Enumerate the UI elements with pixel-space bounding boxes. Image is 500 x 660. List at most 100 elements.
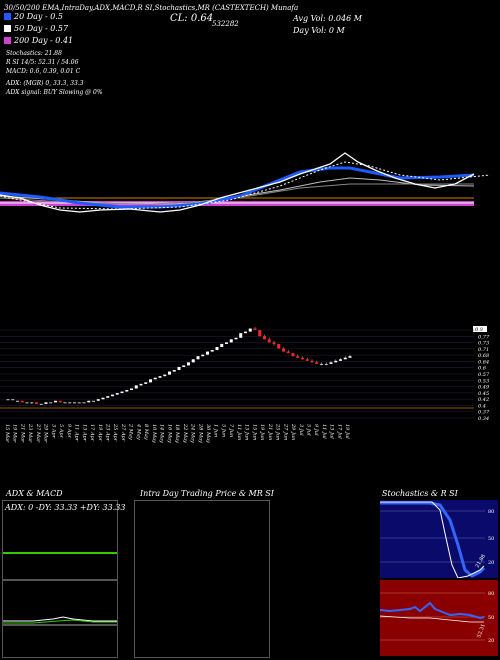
y-tick-label: 0.68 [478, 353, 489, 359]
macd-readout: MACD: 0.6, 0.39, 0.01 C [6, 68, 81, 75]
x-tick-label: 19 Jul [344, 424, 350, 439]
y-tick-label: 0.73 [478, 341, 489, 347]
candle-body [16, 400, 19, 402]
candle-body [125, 390, 129, 392]
rsi-tick-50: 50 [488, 615, 494, 621]
candle-body [144, 382, 148, 384]
candle-body [63, 402, 67, 404]
x-tick-label: 15 Mar [4, 424, 10, 443]
macd-signal-line [3, 619, 117, 624]
candle-body [111, 394, 114, 397]
candle-body [182, 365, 186, 367]
y-tick-label: 0.4 [478, 403, 486, 409]
candle-body [305, 359, 309, 361]
stoch-tick-50: 50 [488, 536, 494, 542]
x-tick-label: 5 Apr [58, 424, 64, 439]
x-tick-label: 30 May [205, 424, 211, 443]
stoch-white-line [380, 501, 485, 578]
x-tick-label: 29 Jun [290, 423, 296, 440]
y-tick-label: 0.8 [478, 328, 486, 334]
candle-body [210, 350, 214, 352]
stoch-panel: 80 50 20 21.88 [380, 500, 498, 578]
candle-body [35, 402, 38, 404]
candle-body [334, 360, 338, 363]
x-tick-label: 14 May [159, 424, 165, 443]
y-tick-label: 0.45 [478, 391, 489, 397]
x-tick-label: 19 Apr [97, 424, 103, 442]
candle-body [263, 336, 266, 340]
stoch-panel-title: Stochastics & R SI [382, 489, 458, 498]
x-tick-label: 8 May [143, 424, 149, 440]
candle-body [44, 402, 48, 404]
x-tick-label: 19 Jun [259, 424, 265, 440]
candle-body [201, 354, 205, 357]
y-tick-label: 0.77 [478, 334, 490, 340]
legend-swatch-200day [4, 37, 11, 44]
candle-body [248, 328, 252, 332]
rsi-tick-80: 80 [488, 591, 494, 597]
candle-body [286, 351, 290, 354]
x-tick-label: 15 Jun [251, 424, 257, 440]
candle-body [234, 337, 238, 340]
candle-body [139, 383, 143, 386]
candle-body [315, 362, 319, 364]
candle-body [39, 403, 43, 405]
candle-body [196, 356, 200, 360]
candle-body [54, 400, 57, 403]
x-tick-label: 25 Apr [112, 423, 118, 442]
intraday-panel-title: Intra Day Trading Price & MR SI [140, 489, 274, 498]
x-tick-label: 27 Jun [282, 423, 288, 440]
x-tick-label: 1 Jun [213, 424, 219, 437]
x-tick-label: 9 Jul [313, 424, 319, 436]
x-tick-label: 3 Jul [298, 424, 304, 436]
y-tick-label: 0.34 [478, 416, 489, 422]
adx-panel-title: ADX & MACD [6, 489, 63, 498]
candle-body [11, 399, 15, 401]
candle-body [73, 402, 76, 404]
candle-body [96, 399, 100, 401]
y-tick-label: 0.53 [478, 378, 489, 384]
candle-body [187, 362, 190, 366]
avg-vol-label: Avg Vol: 0.046 M [293, 14, 362, 23]
x-tick-label: 29 Mar [43, 423, 49, 443]
x-tick-label: 11 Jul [321, 424, 327, 439]
candle-body [320, 363, 323, 365]
x-tick-label: 19 Mar [12, 424, 18, 443]
y-tick-label: 0.6 [478, 366, 487, 372]
candle-body [92, 400, 95, 402]
rsi-value-label: 52.31 [476, 623, 487, 639]
candle-body [58, 400, 62, 403]
x-tick-label: 23 Mar [27, 423, 33, 443]
legend-label-200day: 200 Day - 0.41 [14, 36, 74, 45]
x-tick-label: 11 Jun [236, 424, 242, 440]
candle-body [258, 330, 262, 337]
header-code: 532282 [212, 20, 239, 28]
x-tick-label: 10 May [151, 424, 157, 443]
candle-body [291, 353, 295, 357]
x-tick-labels: 15 Mar 19 Mar 21 Mar 23 Mar 27 Mar 29 Mar 3 Ap… [4, 423, 350, 443]
stoch-blue-line [380, 501, 486, 578]
candle-body [168, 371, 171, 375]
candle-body [20, 400, 24, 403]
x-tick-label: 11 Apr [74, 424, 80, 442]
adx-signal-readout: ADX signal: BUY Slowing @ 0% [6, 89, 103, 96]
candle-body [267, 339, 271, 343]
rsi-panel: 80 50 20 52.31 [380, 580, 498, 656]
candle-body [25, 402, 29, 404]
x-tick-label: 7 Jun [228, 424, 234, 437]
macd-svg [3, 616, 117, 626]
stoch-svg: 80 50 20 21.88 [380, 501, 494, 578]
candle-body [220, 343, 224, 347]
candle-body [239, 333, 243, 338]
x-tick-label: 16 May [166, 424, 172, 443]
top-price-box [473, 326, 487, 332]
x-tick-label: 24 May [190, 423, 196, 443]
close-label: CL: 0.64 [170, 13, 214, 24]
rsi-white-line [380, 615, 484, 623]
legend-label-20day: 20 Day - 0.5 [14, 12, 63, 21]
x-tick-label: 27 Apr [120, 423, 126, 442]
candle-body [253, 328, 257, 331]
legend-label-50day: 50 Day - 0.57 [14, 24, 69, 33]
